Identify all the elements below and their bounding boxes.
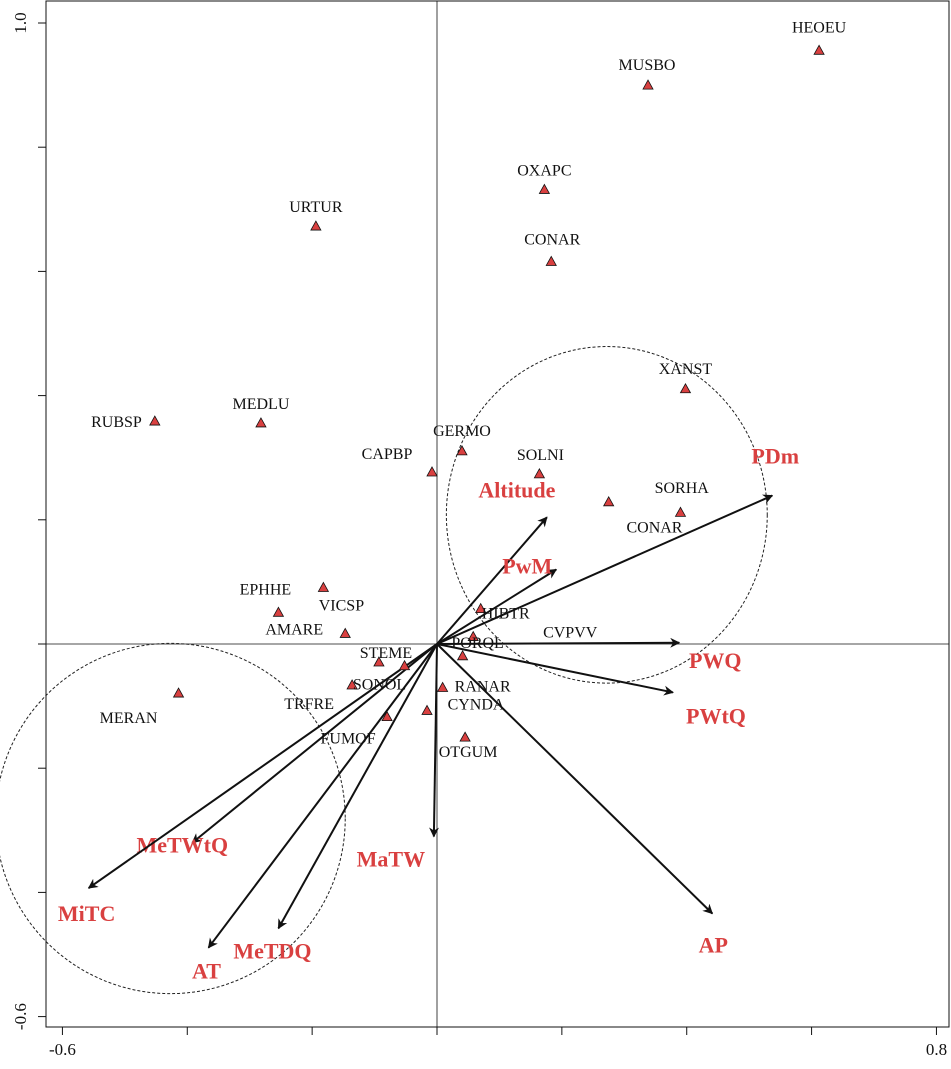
species-marker-cvpvv (467, 630, 479, 641)
env-arrow-matw (429, 643, 440, 838)
species-label-ranar: RANAR (455, 678, 511, 695)
env-arrow-pwm (436, 568, 558, 645)
species-label-rubsp: RUBSP (91, 414, 142, 431)
species-label-steme: STEME (360, 645, 412, 662)
species-label-otgum: OTGUM (439, 744, 498, 761)
env-arrow-metdq (277, 643, 438, 930)
x-tick-label: -0.6 (49, 1040, 76, 1059)
species-label-medlu: MEDLU (233, 396, 290, 413)
species-marker-conar (545, 255, 557, 266)
species-label-amare: AMARE (265, 621, 323, 638)
species-marker-ranar (436, 681, 449, 692)
species-marker-sorha (603, 495, 615, 507)
species-marker-rubsp (149, 415, 161, 426)
species-label-hibtr: HIBTR (482, 606, 530, 623)
env-arrow-pwtq (436, 643, 674, 696)
species-marker-fumof (381, 710, 393, 722)
species-label-conar: CONAR (524, 231, 580, 248)
species-marker-urtur (310, 220, 322, 231)
env-arrow-at (207, 643, 438, 949)
env-label-matw: MaTW (357, 847, 425, 872)
species-label-meran: MERAN (100, 710, 158, 727)
plot-frame (45, 0, 950, 1028)
species-marker-otgum (459, 731, 471, 742)
species-marker-germo (456, 445, 468, 456)
env-label-pwq: PWQ (689, 648, 742, 673)
species-label-urtur: URTUR (289, 199, 343, 216)
env-label-mitc: MiTC (58, 901, 115, 926)
y-tick-label: 1.0 (11, 12, 30, 33)
species-marker-cynda (421, 704, 433, 715)
species-label-oxapc: OXAPC (517, 162, 571, 179)
species-marker-hibtr (475, 602, 487, 614)
species-label-vicsp: VICSP (319, 597, 364, 614)
reference-lines (46, 1, 949, 1027)
x-tick-label: 0.8 (926, 1040, 947, 1059)
species-label-fumof: FUMOF (320, 731, 375, 748)
dashed-ellipse (0, 642, 346, 995)
species-label-porql: PORQL (451, 635, 503, 652)
y-axis: 1.0 -0.6 (11, 12, 46, 1030)
species-marker-heoeu (813, 44, 825, 55)
species-marker-conar (674, 506, 687, 517)
env-label-pwtq: PWtQ (686, 703, 746, 728)
species-marker-ephhe (317, 581, 330, 592)
species-marker-steme (373, 656, 385, 667)
confidence-ellipses (0, 346, 768, 995)
species-marker-medlu (255, 417, 267, 428)
species-label-musbo: MUSBO (619, 57, 676, 74)
env-vectors: PDm Altitude PwM PWQ PWtQ AP MaTW MeTWtQ MiTC MeT… (58, 444, 799, 984)
env-arrow-metwtq (191, 643, 438, 844)
env-label-metdq: MeTDQ (233, 938, 311, 963)
env-arrow-ap (436, 643, 714, 915)
env-label-metwtq: MeTWtQ (136, 833, 228, 858)
env-label-ap: AP (699, 933, 728, 958)
species-label-trfre: TRFRE (284, 696, 334, 713)
env-label-pwm: PwM (502, 553, 552, 578)
species-label-capbp: CAPBP (362, 446, 413, 463)
species-label-sonol: SONOL (353, 677, 406, 694)
species-label-cvpvv: CVPVV (543, 625, 598, 642)
env-arrow-altitude (436, 516, 548, 645)
species-points: HEOEU MUSBO OXAPC URTUR CONAR XANST RUBSP MEDLU… (91, 19, 847, 761)
species-label-solni: SOLNI (517, 447, 564, 464)
species-marker-xanst (679, 382, 692, 394)
species-label-germo: GERMO (433, 423, 491, 440)
species-marker-musbo (642, 79, 654, 90)
species-marker-oxapc (538, 183, 551, 194)
species-marker-vicsp (272, 606, 285, 617)
species-marker-porql (456, 649, 469, 661)
species-label-ephhe: EPHHE (240, 581, 292, 598)
env-label-at: AT (192, 959, 221, 984)
species-marker-solni (533, 468, 546, 479)
env-label-altitude: Altitude (478, 477, 555, 502)
env-arrow-pwq (436, 637, 681, 648)
env-arrow-mitc (87, 643, 438, 889)
species-label-xanst: XANST (659, 361, 713, 378)
species-marker-meran (172, 687, 185, 698)
y-tick-label: -0.6 (11, 1003, 30, 1030)
env-arrow-pdm (436, 494, 774, 645)
species-label-heoeu: HEOEU (792, 19, 847, 36)
x-axis: -0.6 0.8 (49, 1027, 947, 1059)
species-label-cynda: CYNDA (448, 696, 505, 713)
dashed-ellipse (445, 346, 768, 684)
env-label-pdm: PDm (751, 444, 799, 469)
species-marker-capbp (426, 466, 438, 477)
species-marker-sonol (398, 659, 411, 671)
species-label-conar: CONAR (626, 519, 682, 536)
species-label-sorha: SORHA (655, 480, 710, 497)
species-marker-amare (339, 627, 351, 638)
species-marker-trfre (346, 679, 358, 690)
